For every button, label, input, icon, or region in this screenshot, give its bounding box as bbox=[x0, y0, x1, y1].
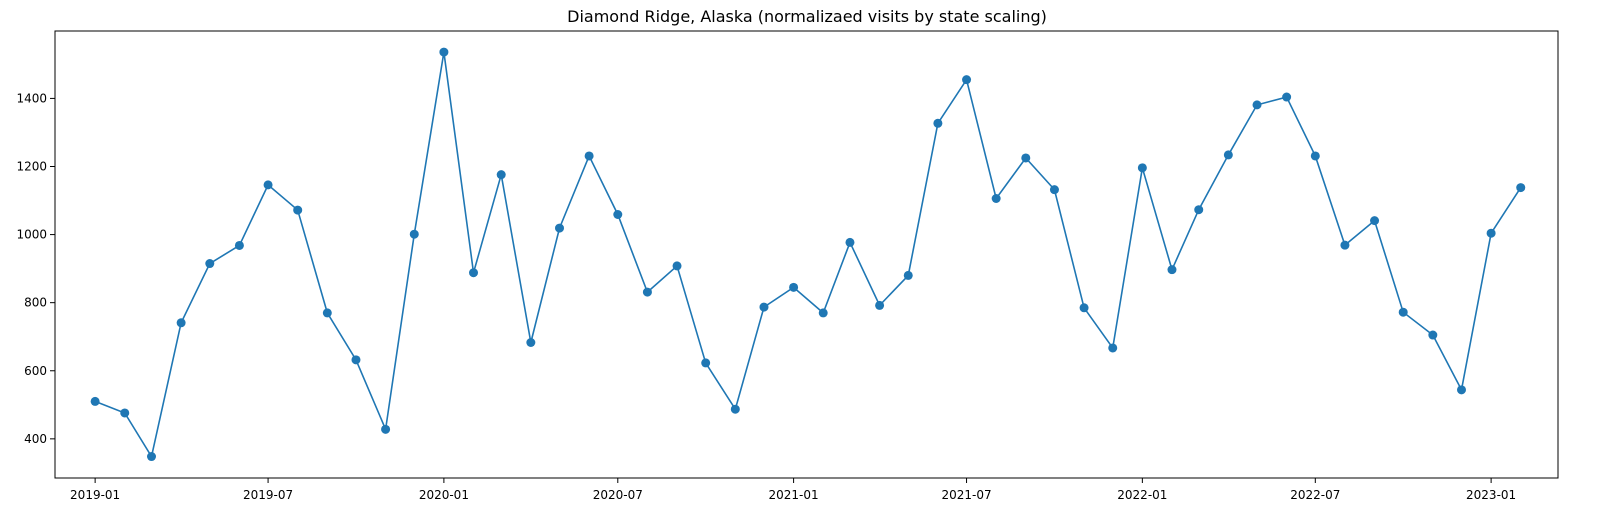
data-point bbox=[263, 180, 273, 190]
data-point bbox=[759, 302, 769, 312]
data-point bbox=[642, 287, 652, 297]
data-point bbox=[991, 193, 1001, 203]
data-point bbox=[439, 47, 449, 57]
data-point bbox=[90, 396, 100, 406]
data-point bbox=[1310, 151, 1320, 161]
data-point bbox=[1456, 385, 1466, 395]
data-point bbox=[1194, 205, 1204, 215]
data-point bbox=[933, 118, 943, 128]
data-point bbox=[409, 229, 419, 239]
chart-title: Diamond Ridge, Alaska (normalizaed visit… bbox=[567, 7, 1047, 26]
data-point bbox=[1079, 303, 1089, 313]
data-point bbox=[818, 308, 828, 318]
data-point bbox=[845, 237, 855, 247]
data-point bbox=[903, 270, 913, 280]
data-point bbox=[701, 358, 711, 368]
data-point bbox=[147, 452, 157, 462]
data-point bbox=[1049, 185, 1059, 195]
data-point bbox=[469, 268, 479, 278]
data-point bbox=[1137, 163, 1147, 173]
data-point bbox=[613, 209, 623, 219]
ticks: 2019-01 2019-07 2020-01 2020-07 2021-01 2021-… bbox=[16, 91, 1516, 502]
data-point bbox=[875, 300, 885, 310]
data-point bbox=[205, 259, 215, 269]
data-point bbox=[234, 240, 244, 250]
data-point bbox=[1428, 330, 1438, 340]
data-point bbox=[526, 338, 536, 348]
data-point bbox=[1486, 228, 1496, 238]
data-point bbox=[1167, 265, 1177, 275]
y-tick-label: 400 bbox=[24, 432, 47, 446]
series-line bbox=[94, 51, 1522, 459]
data-point bbox=[1108, 343, 1118, 353]
x-tick-label: 2023-01 bbox=[1466, 488, 1516, 502]
data-point bbox=[1223, 150, 1233, 160]
data-point bbox=[293, 205, 303, 215]
x-tick-label: 2020-01 bbox=[419, 488, 469, 502]
series bbox=[90, 47, 1526, 462]
axes bbox=[54, 30, 1559, 479]
data-point bbox=[1021, 153, 1031, 163]
data-point bbox=[789, 282, 799, 292]
data-point bbox=[496, 170, 506, 180]
y-tick-label: 1400 bbox=[16, 91, 47, 105]
data-point bbox=[1398, 307, 1408, 317]
y-tick-label: 800 bbox=[24, 296, 47, 310]
data-point bbox=[322, 308, 332, 318]
data-point bbox=[1340, 240, 1350, 250]
data-point bbox=[1282, 92, 1292, 102]
data-point bbox=[584, 151, 594, 161]
data-point bbox=[120, 408, 130, 418]
data-point bbox=[555, 223, 565, 233]
x-tick-label: 2021-01 bbox=[769, 488, 819, 502]
data-point bbox=[962, 75, 972, 85]
x-tick-label: 2019-01 bbox=[70, 488, 120, 502]
data-point bbox=[176, 318, 186, 328]
x-tick-label: 2022-01 bbox=[1117, 488, 1167, 502]
data-point bbox=[1370, 216, 1380, 226]
y-tick-label: 1000 bbox=[16, 228, 47, 242]
data-point bbox=[672, 261, 682, 271]
x-tick-label: 2021-07 bbox=[941, 488, 991, 502]
x-tick-label: 2019-07 bbox=[243, 488, 293, 502]
data-point bbox=[1516, 183, 1526, 193]
y-tick-label: 600 bbox=[24, 364, 47, 378]
data-point bbox=[351, 355, 361, 365]
plot-frame bbox=[54, 30, 1559, 479]
data-point bbox=[381, 424, 391, 434]
x-tick-label: 2022-07 bbox=[1290, 488, 1340, 502]
x-tick-label: 2020-07 bbox=[593, 488, 643, 502]
y-tick-label: 1200 bbox=[16, 159, 47, 173]
data-point bbox=[730, 404, 740, 414]
data-point bbox=[1252, 100, 1262, 110]
